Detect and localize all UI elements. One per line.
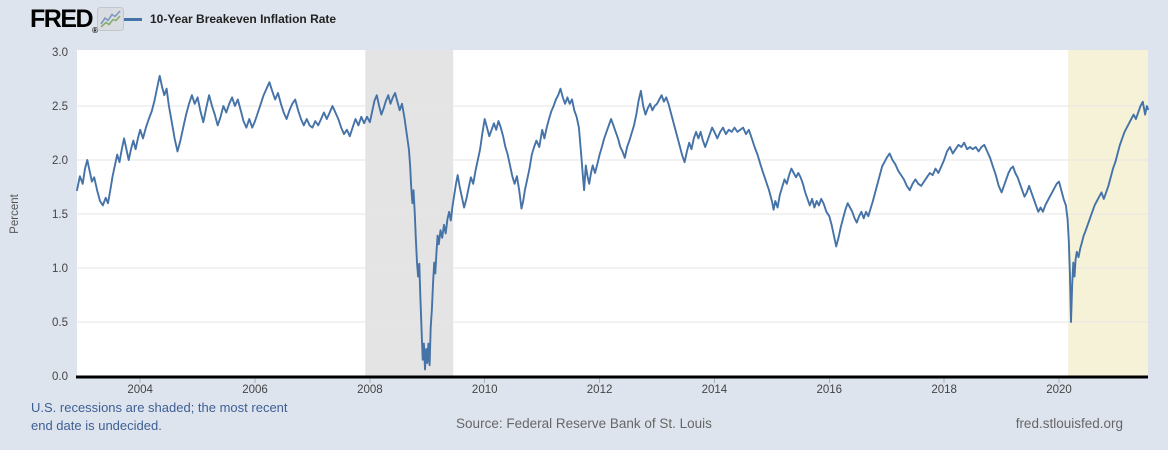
y-axis-tick-label: 0.5 <box>52 317 68 329</box>
y-axis-tick-label: 1.0 <box>52 263 68 275</box>
fred-site-link[interactable]: fred.stlouisfed.org <box>1015 416 1123 431</box>
recession-note-line1: U.S. recessions are shaded; the most rec… <box>31 400 288 415</box>
x-axis-tick-label: 2018 <box>931 384 957 396</box>
x-axis-tick-label: 2016 <box>816 384 842 396</box>
recession-note-line2: end date is undecided. <box>31 418 162 433</box>
x-axis-tick-label: 2020 <box>1046 384 1072 396</box>
x-axis-tick-label: 2010 <box>472 384 498 396</box>
x-axis-tick-label: 2014 <box>702 384 728 396</box>
y-axis-tick-label: 1.5 <box>52 209 68 221</box>
data-line-10-year-breakeven-inflation-rate <box>76 74 1149 371</box>
fred-logo-registered-mark: ® <box>92 26 98 35</box>
fred-logo[interactable]: FRED® <box>30 5 98 35</box>
x-axis-tick-label: 2012 <box>587 384 613 396</box>
fred-logo-text: FRED <box>30 5 94 33</box>
legend-line-swatch <box>124 17 142 21</box>
y-axis-tick-label: 2.5 <box>52 101 68 113</box>
x-axis-tick-label: 2008 <box>357 384 383 396</box>
y-axis-tick-label: 3.0 <box>52 47 68 59</box>
fred-logo-chart-icon <box>97 7 124 31</box>
y-axis-title: Percent <box>9 193 21 233</box>
y-axis-tick-label: 0.0 <box>52 371 68 383</box>
y-axis-tick-label: 2.0 <box>52 155 68 167</box>
chart-legend[interactable]: 10-Year Breakeven Inflation Rate <box>124 12 336 26</box>
header: FRED® 10-Year Breakeven Inflation Rate <box>0 0 1168 42</box>
x-axis-tick-label: 2004 <box>127 384 153 396</box>
source-text: Source: Federal Reserve Bank of St. Loui… <box>456 416 712 431</box>
legend-label: 10-Year Breakeven Inflation Rate <box>150 12 337 26</box>
recession-note: U.S. recessions are shaded; the most rec… <box>31 399 288 435</box>
x-axis-tick-label: 2006 <box>242 384 268 396</box>
